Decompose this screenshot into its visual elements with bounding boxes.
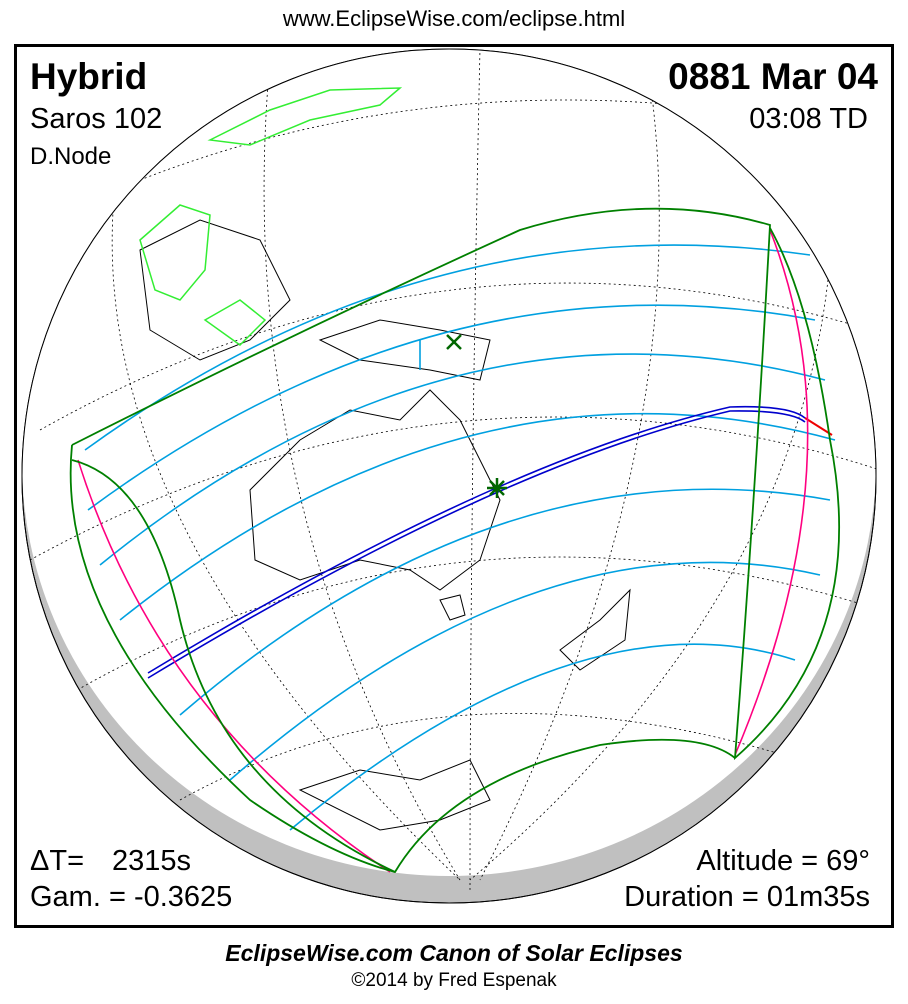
altitude: Altitude = 69° xyxy=(696,845,870,877)
central-path xyxy=(147,405,806,679)
footer-copyright: ©2014 by Fred Espenak xyxy=(351,970,557,991)
eclipse-time: 03:08 TD xyxy=(749,103,868,135)
day-hemisphere xyxy=(22,49,876,876)
map-frame xyxy=(14,44,894,928)
eclipse-date: 0881 Mar 04 xyxy=(668,56,878,97)
partial-eclipse-lines xyxy=(84,244,836,831)
subsolar-x-icon xyxy=(446,334,462,350)
eclipse-type: Hybrid xyxy=(30,56,148,97)
saros: Saros 102 xyxy=(30,103,163,135)
central-path-end xyxy=(804,417,833,436)
node: D.Node xyxy=(30,143,112,170)
delta-t-label: ΔT= xyxy=(30,845,85,877)
duration: Duration = 01m35s xyxy=(624,881,870,913)
rise-set-curves xyxy=(77,229,809,873)
footer-title: EclipseWise.com Canon of Solar Eclipses xyxy=(225,940,683,966)
gamma: Gam. = -0.3625 xyxy=(30,881,233,913)
penumbral-limits xyxy=(69,207,840,874)
highlighted-land xyxy=(139,87,403,346)
greatest-eclipse-star-icon xyxy=(487,478,507,498)
header-url: www.EclipseWise.com/eclipse.html xyxy=(282,6,626,31)
coastlines xyxy=(139,219,631,831)
delta-t-value: 2315s xyxy=(112,845,192,877)
